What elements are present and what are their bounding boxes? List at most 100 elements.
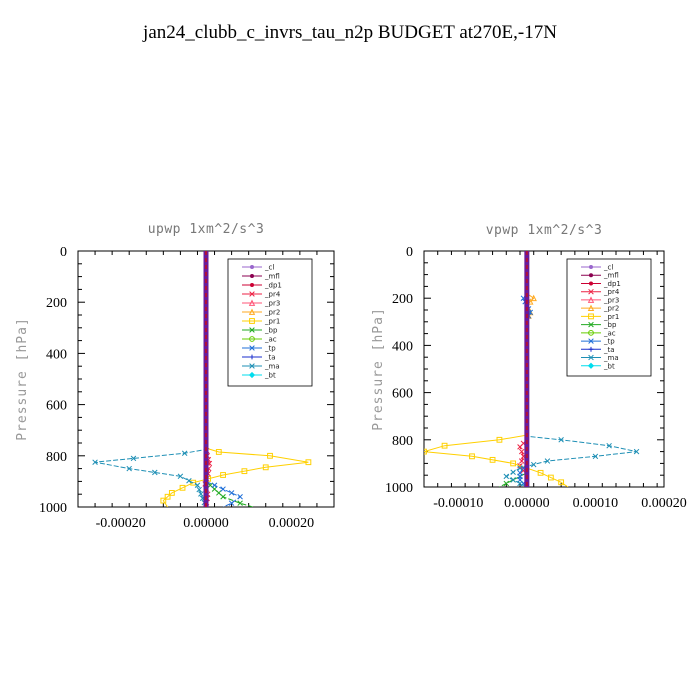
legend-marker bbox=[250, 283, 254, 287]
panel-title: vpwp 1xm^2/s^3 bbox=[486, 223, 603, 238]
legend-marker bbox=[248, 308, 256, 315]
legend-label: _tp bbox=[603, 338, 615, 346]
legend-label: _ta bbox=[603, 346, 615, 354]
data-point bbox=[220, 486, 226, 492]
series-pr1 bbox=[424, 251, 569, 487]
data-point bbox=[216, 490, 222, 496]
y-tick-label: 400 bbox=[46, 347, 67, 362]
x-tick-label: 0.00010 bbox=[573, 496, 619, 511]
legend-label: _ac bbox=[264, 336, 277, 344]
legend-marker bbox=[588, 338, 594, 344]
data-point bbox=[518, 458, 525, 464]
legend-marker bbox=[248, 299, 256, 306]
legend-marker bbox=[587, 304, 595, 312]
page-title: jan24_clubb_c_invrs_tau_n2p BUDGET at270… bbox=[143, 22, 557, 43]
series-ma bbox=[92, 251, 208, 507]
data-point bbox=[196, 486, 202, 493]
legend-marker bbox=[588, 321, 594, 328]
data-point bbox=[207, 482, 214, 488]
data-point bbox=[496, 436, 503, 443]
legend-label: _bt bbox=[603, 362, 615, 370]
legend-box bbox=[566, 258, 652, 377]
data-point bbox=[633, 448, 640, 455]
data-point bbox=[130, 455, 137, 462]
legend-label: _bp bbox=[264, 327, 278, 335]
data-point bbox=[544, 458, 551, 464]
legend-marker bbox=[249, 327, 255, 333]
data-point bbox=[160, 497, 167, 504]
legend-label: _ma bbox=[264, 363, 280, 371]
x-tick-label: -0.00020 bbox=[96, 516, 146, 531]
data-point bbox=[126, 465, 132, 472]
data-point bbox=[228, 500, 235, 506]
y-tick-label: 400 bbox=[392, 339, 413, 354]
legend-label: _pr1 bbox=[603, 313, 619, 321]
x-tick-label: 0.00020 bbox=[269, 516, 315, 531]
data-point bbox=[606, 442, 612, 449]
legend-marker bbox=[250, 274, 254, 278]
data-point bbox=[194, 482, 201, 488]
x-tick-label: -0.00010 bbox=[433, 496, 483, 511]
legend-label: _pr4 bbox=[603, 288, 620, 296]
y-tick-label: 800 bbox=[46, 450, 67, 465]
legend-label: _dp1 bbox=[603, 280, 621, 288]
x-tick-label: 0.00000 bbox=[504, 496, 550, 511]
legend: _cl_mfl_dp1_pr4_pr3_pr2_pr1_bp_ac_tp_ta_… bbox=[566, 258, 652, 377]
legend-label: _pr3 bbox=[264, 300, 280, 308]
series-line bbox=[499, 251, 528, 487]
legend-marker bbox=[588, 346, 594, 352]
chart-panel-2: vpwp 1xm^2/s^3 Pressure [hPa] 0 200 400 600 80… bbox=[371, 223, 687, 511]
legend-label: _dp1 bbox=[264, 282, 282, 290]
y-tick-label: 600 bbox=[392, 387, 413, 402]
y-tick-label: 200 bbox=[392, 292, 413, 307]
data-point bbox=[181, 450, 188, 456]
data-point bbox=[220, 472, 226, 478]
legend-marker bbox=[587, 296, 595, 303]
series-pr1 bbox=[160, 251, 312, 507]
legend-label: _ac bbox=[603, 329, 616, 337]
legend-marker bbox=[588, 354, 594, 361]
data-point bbox=[177, 473, 184, 480]
legend-label: _mfl bbox=[603, 272, 619, 280]
legend-marker bbox=[248, 371, 256, 379]
data-point bbox=[237, 500, 243, 506]
legend-marker bbox=[587, 362, 595, 369]
data-point bbox=[517, 480, 523, 487]
series-ma bbox=[503, 251, 640, 487]
legend-label: _pr2 bbox=[603, 305, 619, 313]
data-point bbox=[152, 469, 158, 476]
data-point bbox=[530, 294, 537, 302]
y-tick-label: 200 bbox=[46, 296, 67, 311]
y-axis-label: Pressure [hPa] bbox=[15, 317, 30, 441]
data-point bbox=[267, 452, 273, 459]
y-tick-label: 800 bbox=[392, 434, 413, 449]
legend-label: _mfl bbox=[264, 273, 280, 281]
legend-label: _bt bbox=[264, 372, 276, 380]
x-tick-label: 0.00000 bbox=[183, 516, 229, 531]
data-point bbox=[489, 456, 496, 463]
legend-marker bbox=[250, 265, 254, 269]
data-point bbox=[92, 459, 98, 465]
legend-marker bbox=[588, 313, 594, 320]
series-line bbox=[424, 251, 569, 487]
data-point bbox=[441, 442, 448, 449]
series-line bbox=[95, 251, 207, 507]
data-point bbox=[518, 448, 525, 455]
legend-marker bbox=[589, 265, 593, 269]
legend-marker bbox=[249, 354, 255, 360]
legend-marker bbox=[249, 291, 255, 297]
legend-label: _pr2 bbox=[264, 309, 280, 317]
legend-label: _ta bbox=[264, 354, 276, 362]
data-point bbox=[228, 490, 235, 496]
legend-label: _cl bbox=[264, 264, 274, 272]
data-point bbox=[237, 494, 243, 500]
data-point bbox=[530, 461, 537, 468]
data-point bbox=[198, 491, 204, 497]
legend-marker bbox=[589, 281, 593, 286]
chart-panel-1: upwp 1xm^2/s^3 Pressure [hPa] 0 200 400 600 80… bbox=[15, 222, 335, 531]
data-point bbox=[186, 478, 192, 484]
legend-marker bbox=[588, 329, 594, 336]
data-point bbox=[168, 490, 175, 496]
legend-label: _pr4 bbox=[264, 291, 281, 299]
